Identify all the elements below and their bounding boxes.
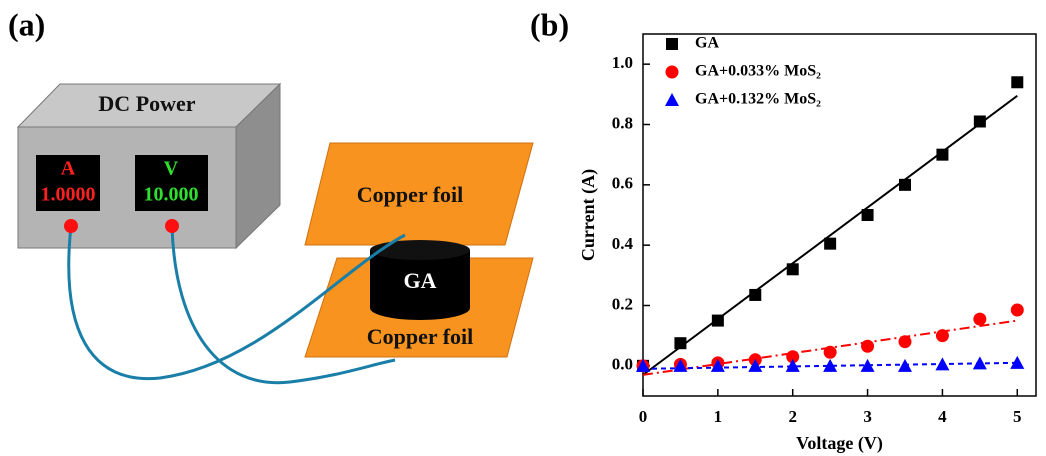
legend-marker: [666, 66, 679, 79]
marker: [898, 359, 912, 372]
marker: [787, 263, 799, 275]
legend-marker: [665, 93, 679, 106]
reading: 1.0000: [41, 184, 96, 206]
sample-top: [370, 240, 470, 260]
terminal: [165, 219, 179, 233]
marker: [936, 329, 949, 342]
y-tick-label: 0.4: [612, 234, 634, 253]
unit: A: [61, 158, 76, 180]
foil-label: Copper foil: [357, 182, 464, 207]
y-tick-label: 0.6: [612, 174, 633, 193]
marker: [936, 149, 948, 161]
power-supply: DC Power A 1.0000 V 10.000: [18, 84, 280, 248]
x-tick-label: 1: [714, 407, 723, 426]
panel-label: (a): [8, 6, 45, 42]
marker: [973, 356, 987, 369]
marker: [712, 315, 724, 327]
terminal: [64, 219, 78, 233]
marker: [1011, 76, 1023, 88]
y-axis-label: Current (A): [578, 169, 599, 261]
marker: [861, 340, 874, 353]
marker: [974, 115, 986, 127]
marker: [973, 313, 986, 326]
sample-label: GA: [404, 268, 437, 293]
fit-line: [643, 96, 1017, 375]
y-tick-label: 0.8: [612, 113, 633, 132]
reading: 10.000: [144, 184, 199, 206]
unit: V: [164, 158, 179, 180]
panel-label: (b): [530, 6, 569, 42]
x-tick-label: 0: [639, 407, 648, 426]
marker: [899, 335, 912, 348]
y-tick-label: 0.0: [612, 355, 633, 374]
figure: (a) (b) DC Power A 1.0000 V 10.000 Coppe…: [0, 0, 1046, 456]
x-tick-label: 5: [1013, 407, 1022, 426]
chart: 0 1 2 3 4 5 0.0 0.2 0.4 0.6 0.8 1.0 Voltage (V) Curre…: [578, 34, 1036, 454]
legend-marker: [666, 38, 678, 50]
marker: [862, 209, 874, 221]
marker: [674, 337, 686, 349]
y-tick-label: 0.2: [612, 294, 633, 313]
x-tick-label: 3: [863, 407, 872, 426]
marker: [899, 179, 911, 191]
x-tick-label: 4: [938, 407, 947, 426]
foil-label: Copper foil: [367, 324, 474, 349]
marker: [935, 357, 949, 370]
marker: [824, 346, 837, 359]
x-tick-label: 2: [788, 407, 797, 426]
x-axis-label: Voltage (V): [796, 433, 883, 454]
marker: [1011, 304, 1024, 317]
legend-label: GA+0.132% MoS₂: [695, 91, 821, 108]
y-tick-label: 1.0: [612, 53, 633, 72]
marker: [824, 238, 836, 250]
marker: [749, 289, 761, 301]
power-title: DC Power: [98, 91, 195, 116]
legend-label: GA+0.033% MoS₂: [695, 63, 821, 80]
plot-frame: [643, 34, 1036, 396]
legend-label: GA: [695, 35, 719, 52]
